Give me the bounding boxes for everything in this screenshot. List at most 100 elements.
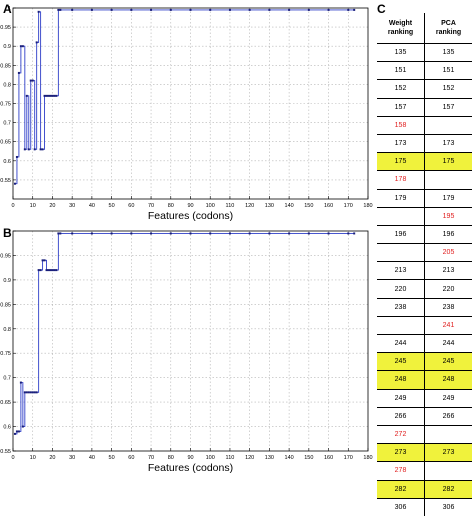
data-point-5 [23, 391, 26, 394]
data-point-9 [31, 79, 34, 82]
pca-ranking-cell: 244 [424, 334, 472, 354]
data-point-4 [21, 425, 24, 428]
data-point-27 [130, 8, 133, 11]
x-axis-label: Features (codons) [148, 210, 233, 222]
x-tick-label-15: 150 [304, 203, 313, 209]
weight-ranking-cell: 248 [377, 370, 425, 390]
y-tick-label-2: 0.65 [0, 140, 11, 146]
data-point-33 [248, 8, 251, 11]
x-tick-label-3: 30 [69, 455, 75, 461]
data-point-21 [55, 269, 58, 272]
data-point-34 [268, 8, 271, 11]
data-point-29 [169, 232, 172, 235]
x-tick-label-2: 20 [49, 455, 55, 461]
x-tick-label-10: 100 [206, 203, 215, 209]
panel-label-a: A [3, 2, 12, 16]
x-tick-label-17: 170 [344, 455, 353, 461]
weight-ranking-cell: 306 [377, 498, 425, 516]
data-point-38 [347, 232, 350, 235]
x-tick-label-17: 170 [344, 203, 353, 209]
x-tick-label-5: 50 [109, 455, 115, 461]
pca-ranking-cell: 248 [424, 370, 472, 390]
data-point-28 [150, 8, 153, 11]
ranking-row: 205 [377, 243, 472, 263]
data-point-37 [327, 232, 330, 235]
data-point-11 [35, 391, 38, 394]
data-point-35 [288, 232, 291, 235]
y-tick-label-6: 0.85 [0, 302, 11, 308]
ranking-row: 195 [377, 207, 472, 226]
y-tick-label-7: 0.9 [3, 44, 11, 50]
ranking-row: 238 238 [377, 298, 472, 317]
ranking-row: 151 151 [377, 61, 472, 81]
weight-ranking-header: Weight ranking [377, 13, 425, 44]
weight-ranking-cell [377, 243, 425, 263]
x-tick-label-7: 70 [148, 203, 154, 209]
data-point-17 [47, 94, 50, 97]
pca-ranking-cell: 195 [424, 207, 472, 226]
y-tick-label-4: 0.75 [0, 351, 11, 357]
y-tick-label-0: 0.55 [0, 178, 11, 184]
data-point-39 [353, 232, 356, 235]
ranking-row: 152 152 [377, 79, 472, 99]
data-point-35 [288, 8, 291, 11]
x-tick-label-1: 10 [30, 455, 36, 461]
ranking-table: Weight ranking PCA ranking 135 135 151 151 152… [377, 13, 472, 516]
pca-ranking-cell: 245 [424, 352, 472, 372]
pca-ranking-cell: 238 [424, 298, 472, 317]
pca-ranking-cell [424, 461, 472, 481]
data-point-6 [25, 391, 28, 394]
x-tick-label-13: 130 [265, 203, 274, 209]
x-tick-label-7: 70 [148, 455, 154, 461]
data-point-34 [268, 232, 271, 235]
data-point-25 [90, 232, 93, 235]
weight-ranking-cell: 272 [377, 425, 425, 445]
data-point-5 [23, 148, 26, 151]
ranking-row: 282 282 [377, 480, 472, 499]
pca-ranking-cell: 205 [424, 243, 472, 263]
x-tick-label-11: 110 [226, 455, 235, 461]
data-point-29 [169, 8, 172, 11]
ranking-row: 249 249 [377, 389, 472, 408]
x-tick-label-14: 140 [285, 455, 294, 461]
data-point-26 [110, 232, 113, 235]
x-tick-label-8: 80 [168, 203, 174, 209]
data-point-7 [27, 391, 30, 394]
chart-a: 0 10 20 30 40 50 60 70 80 90 100 110 120 130 140 150 160… [0, 6, 372, 222]
data-point-32 [228, 8, 231, 11]
x-tick-label-4: 40 [89, 203, 95, 209]
weight-ranking-cell: 196 [377, 225, 425, 245]
pca-ranking-cell: 273 [424, 443, 472, 463]
y-tick-label-9: 1 [8, 6, 11, 12]
y-tick-label-9: 1 [8, 229, 11, 235]
data-point-13 [39, 148, 42, 151]
data-point-16 [45, 269, 48, 272]
x-tick-label-11: 110 [226, 203, 235, 209]
weight-ranking-cell [377, 207, 425, 226]
series-line-0 [14, 232, 355, 435]
data-point-21 [55, 94, 58, 97]
weight-ranking-cell: 152 [377, 79, 425, 99]
data-point-22 [57, 8, 60, 11]
data-point-15 [43, 259, 46, 262]
weight-ranking-cell [377, 316, 425, 336]
data-point-14 [41, 148, 44, 151]
ranking-row: 278 [377, 461, 472, 481]
ranking-row: 179 179 [377, 189, 472, 208]
data-point-12 [37, 269, 40, 272]
series-line-0 [14, 9, 355, 185]
ranking-row: 220 220 [377, 279, 472, 299]
x-tick-label-12: 120 [245, 455, 254, 461]
pca-ranking-cell: 266 [424, 407, 472, 426]
ranking-row: 241 [377, 316, 472, 336]
data-point-15 [43, 94, 46, 97]
x-tick-label-15: 150 [304, 455, 313, 461]
x-tick-label-0: 0 [11, 455, 14, 461]
pca-ranking-cell: 157 [424, 98, 472, 117]
x-tick-label-2: 20 [49, 203, 55, 209]
x-tick-label-16: 160 [324, 455, 333, 461]
pca-ranking-cell: 151 [424, 61, 472, 81]
pca-ranking-cell: 306 [442, 503, 455, 511]
data-point-1 [15, 155, 18, 158]
data-point-4 [21, 45, 24, 48]
